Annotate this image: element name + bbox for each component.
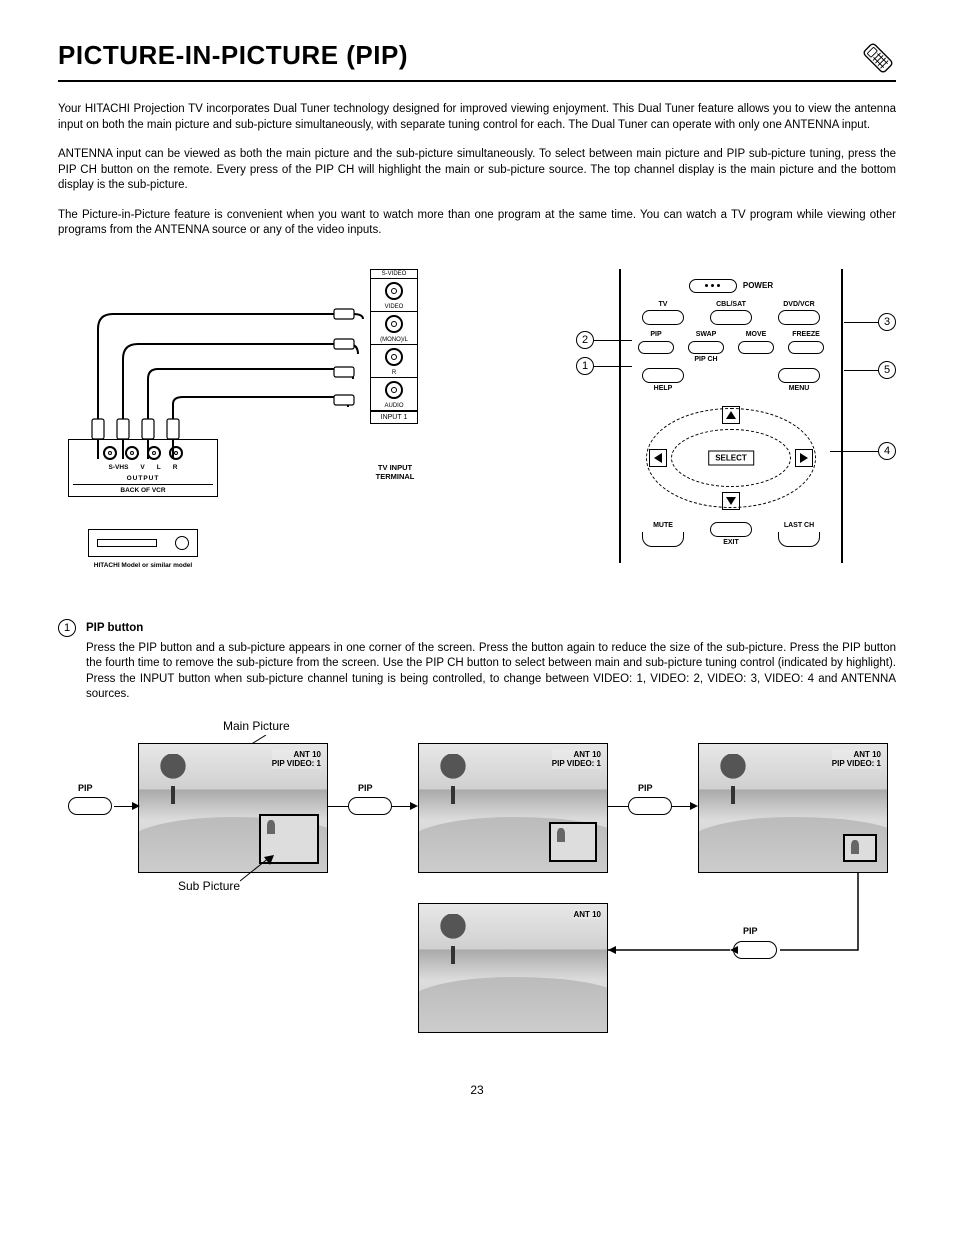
pip-button [638,341,674,354]
screen-4-osd: ANT 10 [573,910,601,920]
svideo-label: S-VIDEO [371,270,417,279]
vcr-back-panel: S-VHS V L R OUTPUT BACK OF VCR [68,439,218,497]
remote-diagram: POWER TV CBL/SAT DVD/VCR PIP SWAPPIP CH … [566,269,896,549]
screen-3-osd: ANT 10PIP VIDEO: 1 [832,750,881,769]
screen-4: ANT 10 [418,903,608,1033]
cblsat-button [710,310,752,325]
power-label: POWER [743,281,773,290]
intro-p1: Your HITACHI Projection TV incorporates … [58,102,896,133]
pip-sequence-diagram: Main Picture ANT 10PIP VIDEO: 1 Sub Pict… [58,723,896,1063]
vcr-output-label: OUTPUT [73,475,213,482]
pip-oval-0 [68,797,112,815]
vcr-svhs-label: S-VHS [109,464,129,471]
pip-label-1: PIP [358,783,373,793]
remote-body: POWER TV CBL/SAT DVD/VCR PIP SWAPPIP CH … [619,269,843,563]
audio-label: AUDIO [371,402,417,411]
input1-label: INPUT 1 [371,411,417,423]
tv-label: TV [659,301,668,309]
dvdvcr-label: DVD/VCR [783,301,815,309]
section-1-header: 1 PIP button [58,619,896,637]
svideo-jack [385,282,403,300]
sub-picture-label: Sub Picture [178,879,240,893]
select-button: SELECT [708,451,754,466]
swap-button [688,341,724,354]
screen-2-osd: ANT 10PIP VIDEO: 1 [552,750,601,769]
arrow-up-button [722,406,740,424]
pip-label-0: PIP [78,783,93,793]
audio-r-jack [385,381,403,399]
title-row: PICTURE-IN-PICTURE (PIP) [58,40,896,82]
arrow-right-button [795,449,813,467]
help-button [642,368,684,383]
mute-label: MUTE [653,522,673,530]
pip-label-2: PIP [638,783,653,793]
main-picture-label: Main Picture [223,719,290,733]
mute-button [642,532,684,547]
video-jack [385,315,403,333]
screen-2-subpic [549,822,597,862]
screen-1-osd: ANT 10PIP VIDEO: 1 [272,750,321,769]
vcr-unit-icon [88,529,198,557]
vcr-caption: HITACHI Model or similar model [90,562,196,570]
freeze-button [788,341,824,354]
lastch-button [778,532,820,547]
vcr-l-jack [147,446,161,460]
power-button [689,279,737,293]
vcr-v-jack [125,446,139,460]
move-button [738,341,774,354]
freeze-label: FREEZE [792,331,820,339]
menu-button [778,368,820,383]
screen-3: ANT 10PIP VIDEO: 1 [698,743,888,873]
swap-label: SWAP [696,331,717,339]
intro-p2: ANTENNA input can be viewed as both the … [58,147,896,194]
wiring-diagram: S-VIDEO VIDEO (MONO)/L R AUDIO INPUT 1 T… [58,269,428,579]
tv-terminal-label: TV INPUT TERMINAL [360,463,430,481]
nav-pad: SELECT [635,398,827,518]
callout-2: 2 [576,331,594,349]
return-arrow [608,873,908,993]
video-label: VIDEO [371,303,417,312]
move-label: MOVE [746,331,767,339]
screen-3-subpic [843,834,877,862]
remote-corner-icon [860,40,896,76]
callout-4: 4 [878,442,896,460]
screen-2: ANT 10PIP VIDEO: 1 [418,743,608,873]
audio-l-jack [385,348,403,366]
callout-5: 5 [878,361,896,379]
pip-oval-1 [348,797,392,815]
arrow-left-button [649,449,667,467]
mono-label: (MONO)/L [371,336,417,345]
page-number: 23 [58,1083,896,1097]
menu-label: MENU [789,385,810,393]
intro-text: Your HITACHI Projection TV incorporates … [58,102,896,239]
pipch-label: PIP CH [694,356,717,364]
vcr-svhs-jack [103,446,117,460]
screen-1: ANT 10PIP VIDEO: 1 [138,743,328,873]
exit-button [710,522,752,537]
lastch-label: LAST CH [784,522,814,530]
vcr-back-label: BACK OF VCR [73,484,213,494]
section-1-body: Press the PIP button and a sub-picture a… [86,641,896,703]
diagrams-row: S-VIDEO VIDEO (MONO)/L R AUDIO INPUT 1 T… [58,269,896,579]
intro-p3: The Picture-in-Picture feature is conven… [58,208,896,239]
page-title: PICTURE-IN-PICTURE (PIP) [58,40,408,71]
tv-input-panel: S-VIDEO VIDEO (MONO)/L R AUDIO INPUT 1 [370,269,418,424]
arrow-down-button [722,492,740,510]
cblsat-label: CBL/SAT [716,301,746,309]
tv-button [642,310,684,325]
vcr-v-label: V [140,464,144,471]
section-1-title: PIP button [86,622,143,634]
pip-oval-2 [628,797,672,815]
pip-label: PIP [650,331,661,339]
callout-3: 3 [878,313,896,331]
vcr-l-label: L [157,464,161,471]
exit-label: EXIT [723,539,739,547]
r-label: R [371,369,417,378]
dvdvcr-button [778,310,820,325]
vcr-r-label: R [173,464,178,471]
vcr-r-jack [169,446,183,460]
help-label: HELP [654,385,673,393]
callout-1: 1 [576,357,594,375]
section-1-number: 1 [58,619,76,637]
